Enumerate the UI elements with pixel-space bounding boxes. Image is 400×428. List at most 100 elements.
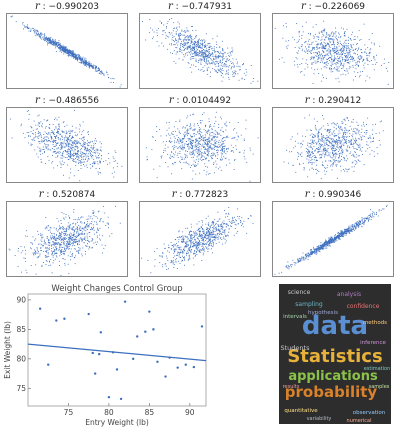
- scatter-point: [220, 69, 222, 70]
- scatter-point: [87, 226, 89, 228]
- scatter-point: [233, 151, 235, 153]
- scatter-point: [57, 165, 58, 167]
- scatter-point: [310, 33, 311, 34]
- scatter-point: [359, 71, 361, 73]
- scatter-point: [187, 47, 189, 49]
- scatter-point: [341, 52, 342, 54]
- scatter-point: [173, 153, 175, 155]
- scatter-point: [57, 45, 59, 47]
- scatter-point: [156, 126, 158, 128]
- scatter-point: [51, 140, 53, 142]
- scatter-point: [310, 154, 312, 156]
- scatter-point: [201, 39, 203, 41]
- scatter-point: [59, 244, 60, 246]
- scatter-point: [306, 48, 307, 50]
- scatter-point: [377, 153, 379, 155]
- scatter-point: [322, 164, 323, 166]
- scatter-point: [325, 35, 327, 37]
- scatter-point: [346, 51, 348, 53]
- scatter-point: [204, 143, 206, 145]
- scatter-point: [30, 242, 32, 243]
- scatter-point: [59, 235, 61, 237]
- scatter-point: [42, 37, 44, 38]
- scatter-point: [226, 164, 227, 166]
- scatter-point: [53, 44, 55, 46]
- scatter-point: [314, 150, 316, 152]
- scatter-point: [59, 145, 61, 146]
- scatter-point: [67, 51, 69, 52]
- scatter-point: [100, 146, 102, 148]
- scatter-point: [95, 216, 97, 217]
- scatter-point: [59, 251, 61, 252]
- scatter-point: [202, 59, 204, 61]
- scatter-point: [302, 140, 304, 142]
- scatter-point: [221, 56, 223, 58]
- scatter-point: [345, 43, 347, 44]
- scatter-point: [188, 143, 190, 144]
- scatter-point: [320, 31, 322, 33]
- scatter-point: [57, 137, 59, 139]
- scatter-point: [78, 162, 80, 163]
- scatter-point: [333, 52, 335, 54]
- scatter-point: [89, 65, 91, 67]
- scatter-point: [326, 36, 328, 38]
- scatter-point: [341, 65, 343, 66]
- scatter-point: [197, 43, 199, 45]
- scatter-point: [169, 140, 171, 142]
- scatter-point: [84, 165, 86, 167]
- scatter-point: [353, 170, 355, 172]
- scatter-point: [47, 252, 49, 254]
- scatter-point: [78, 247, 80, 249]
- scatter-point: [45, 242, 47, 244]
- scatter-point: [189, 128, 191, 130]
- scatter-point: [334, 141, 336, 143]
- scatter-point: [101, 71, 103, 73]
- scatter-point: [193, 149, 195, 151]
- scatter-point: [67, 246, 69, 248]
- scatter-point: [219, 53, 220, 55]
- scatter-point: [186, 155, 188, 157]
- scatter-point: [352, 133, 354, 135]
- scatter-point: [301, 45, 303, 47]
- scatter-point: [93, 226, 94, 228]
- scatter-point: [358, 60, 360, 62]
- scatter-point: [95, 68, 96, 70]
- scatter-point: [327, 63, 329, 65]
- scatter-point: [75, 55, 76, 56]
- scatter-point: [333, 48, 335, 50]
- scatter-point: [322, 145, 324, 147]
- scatter-point: [189, 49, 191, 50]
- scatter-point: [79, 57, 81, 59]
- scatter-point: [59, 126, 60, 128]
- scatter-point: [308, 162, 309, 164]
- scatter-point: [359, 149, 361, 151]
- scatter-point: [233, 72, 235, 73]
- scatter-point: [75, 146, 77, 148]
- scatter-point: [54, 41, 56, 43]
- scatter-point: [348, 68, 350, 70]
- scatter-point: [170, 44, 172, 46]
- scatter-point: [327, 124, 329, 126]
- scatter-points: [283, 114, 384, 180]
- scatter-point: [174, 142, 176, 144]
- scatter-point: [335, 52, 337, 54]
- scatter-point: [62, 239, 63, 241]
- scatter-point: [77, 151, 78, 153]
- scatter-point: [203, 112, 205, 114]
- scatter-point: [38, 135, 40, 137]
- scatter-point: [212, 147, 214, 149]
- scatter-point: [207, 143, 208, 144]
- scatter-point: [341, 145, 343, 147]
- scatter-point: [340, 36, 342, 37]
- scatter-point: [59, 151, 61, 153]
- scatter-point: [317, 53, 318, 55]
- scatter-point: [61, 152, 63, 154]
- scatter-point: [23, 28, 24, 30]
- scatter-point: [70, 55, 71, 57]
- scatter-point: [84, 233, 86, 235]
- scatter-point: [179, 263, 181, 264]
- scatter-point: [93, 211, 95, 213]
- scatter-point: [64, 249, 66, 250]
- scatter-point: [336, 144, 338, 146]
- scatter-point: [313, 142, 315, 144]
